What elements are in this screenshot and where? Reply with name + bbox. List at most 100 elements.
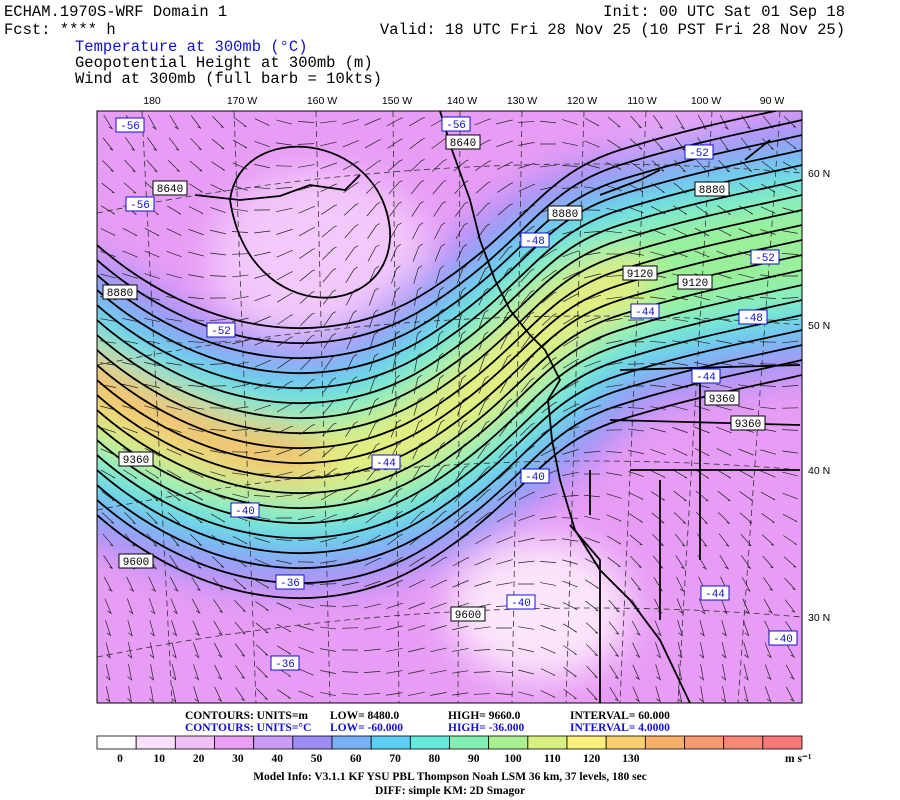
wind-barb	[649, 340, 667, 344]
wind-barb	[452, 557, 470, 567]
wind-barb	[254, 558, 270, 566]
wind-barb	[562, 142, 578, 146]
wind-barb	[456, 244, 468, 262]
wind-barb	[719, 114, 729, 130]
contour-info: HIGH= 9660.0	[448, 710, 521, 722]
wind-barb	[409, 556, 425, 567]
wind-barb	[563, 645, 577, 655]
wind-barb	[209, 341, 227, 343]
wind-barb	[298, 446, 316, 457]
wind-barb	[276, 403, 294, 413]
wind-barb	[650, 362, 666, 366]
wind-barb	[321, 204, 337, 215]
wind-barb	[452, 692, 469, 696]
wind-barb	[100, 228, 116, 236]
wind-barb	[763, 577, 773, 591]
wind-barb	[541, 401, 557, 414]
wind-barb	[341, 671, 359, 673]
wind-barb	[785, 686, 795, 703]
wind-barb	[144, 250, 160, 258]
temperature-label: -36	[280, 578, 300, 590]
height-contour	[97, 269, 802, 495]
wind-barb	[276, 250, 294, 258]
wind-barb	[650, 406, 666, 410]
wind-barb	[105, 642, 111, 659]
wind-barb	[126, 598, 134, 615]
wind-barb	[562, 449, 579, 455]
wind-barb	[676, 576, 685, 593]
wind-barb	[276, 119, 292, 125]
wind-barb	[254, 163, 270, 169]
wind-barb	[716, 273, 732, 279]
temperature-label-box	[441, 116, 471, 132]
wind-barb	[584, 186, 600, 190]
wind-barb	[144, 227, 160, 237]
colorbar-tick: 10	[154, 753, 166, 765]
wind-barb	[738, 296, 754, 300]
meridian	[457, 111, 461, 703]
wind-barb	[783, 116, 797, 128]
colorbar-swatch	[214, 735, 255, 750]
height-contour	[97, 344, 802, 570]
wind-barb	[320, 514, 337, 522]
wind-barb	[365, 160, 381, 172]
wind-barb	[432, 487, 447, 503]
wind-barb	[254, 316, 271, 324]
wind-barb	[366, 488, 381, 502]
wind-barb	[276, 623, 292, 633]
wind-barb	[539, 539, 557, 541]
wind-barb	[436, 308, 444, 328]
temperature-label-box	[520, 468, 550, 484]
wind-barb	[276, 538, 292, 542]
temperature-label: -44	[376, 458, 396, 470]
temperature-label: -52	[755, 253, 775, 265]
wind-barb	[606, 162, 622, 170]
wind-barb	[672, 228, 688, 236]
wind-barb	[386, 648, 403, 652]
wind-barb	[298, 646, 314, 654]
wind-barb	[345, 266, 358, 284]
wind-barb	[672, 318, 688, 322]
wind-barb	[298, 206, 315, 214]
wind-barb	[496, 536, 513, 544]
wind-barb	[188, 427, 204, 433]
wind-barb	[630, 577, 642, 591]
wind-barb	[298, 603, 314, 609]
wind-barb	[518, 647, 534, 653]
wind-barb	[298, 515, 315, 520]
wind-barb	[717, 490, 731, 502]
wind-barb	[738, 469, 754, 479]
wind-barb	[209, 363, 227, 365]
wind-barb	[477, 420, 490, 438]
wind-barb	[759, 385, 777, 387]
wind-barb	[628, 471, 644, 477]
wind-barb	[743, 642, 749, 659]
wind-barb	[166, 384, 182, 388]
wind-barb	[342, 512, 360, 523]
wind-barb	[300, 312, 315, 326]
wind-barb	[457, 397, 467, 416]
wind-barb	[364, 580, 381, 587]
wind-barb	[716, 295, 732, 301]
wind-barb	[609, 687, 619, 702]
meridian	[141, 111, 173, 703]
wind-barb	[210, 252, 226, 256]
wind-barb	[102, 137, 114, 151]
wind-barb	[540, 690, 556, 698]
colorbar-swatch	[409, 735, 450, 750]
wind-barb	[721, 686, 726, 703]
wind-barb	[738, 228, 754, 236]
wind-barb	[433, 464, 446, 482]
wind-barb	[677, 642, 683, 659]
wind-barb	[716, 426, 732, 434]
wind-barb	[478, 375, 489, 394]
wind-barb	[232, 162, 248, 170]
wind-barb	[499, 267, 512, 283]
wind-barb	[541, 270, 557, 282]
wind-barb	[541, 248, 558, 259]
temperature-label: -36	[275, 659, 295, 671]
wind-barb	[209, 319, 227, 321]
wind-barb	[145, 469, 159, 479]
wind-barb	[300, 334, 315, 349]
wind-barb	[190, 555, 202, 569]
